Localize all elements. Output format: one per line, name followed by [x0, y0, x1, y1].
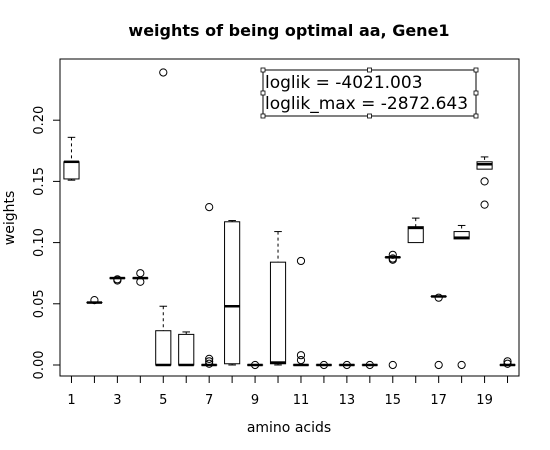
box-8 — [224, 220, 241, 366]
legend-box: loglik = -4021.003 loglik_max = -2872.64… — [260, 67, 479, 119]
outlier-point — [90, 296, 99, 305]
outlier-point — [480, 177, 489, 186]
box-15 — [384, 250, 401, 370]
box-17 — [430, 293, 447, 370]
box-5 — [155, 68, 172, 367]
x-axis: 1 3 5 7 9 11 13 15 17 19 — [67, 375, 509, 408]
outlier-point — [434, 293, 443, 302]
x-tick-label: 17 — [430, 393, 447, 408]
outlier-point — [296, 256, 306, 266]
x-tick-label: 13 — [339, 393, 356, 408]
box-9 — [247, 360, 264, 370]
box-19 — [476, 156, 493, 209]
box-body — [224, 221, 241, 365]
outlier-point — [205, 202, 214, 212]
box-18 — [453, 224, 470, 370]
outlier-point — [503, 357, 512, 366]
outlier-point — [503, 359, 512, 368]
outlier-point — [388, 360, 397, 370]
x-tick-label: 1 — [67, 393, 75, 408]
outlier-point — [250, 360, 260, 370]
y-tick-label: 0.05 — [32, 289, 47, 318]
box-14 — [361, 360, 378, 370]
box-3 — [109, 275, 126, 285]
x-tick-label: 9 — [251, 393, 259, 408]
outlier-point — [296, 355, 306, 365]
box-1 — [63, 136, 80, 181]
legend-handle — [473, 67, 479, 73]
box-20 — [499, 357, 516, 368]
loglik-text: loglik = -4021.003 — [265, 73, 423, 93]
outlier-point — [457, 360, 466, 370]
outlier-point — [434, 360, 443, 370]
legend-frame — [262, 69, 477, 117]
box-11 — [292, 256, 310, 367]
outlier-point — [480, 200, 489, 209]
outlier-point — [319, 360, 329, 370]
y-tick-label: 0.00 — [32, 351, 47, 380]
box-12 — [315, 360, 332, 370]
box-body — [63, 161, 80, 180]
box-4 — [132, 269, 149, 286]
y-axis-label: weights — [2, 191, 18, 246]
legend-handle — [473, 90, 479, 96]
loglik-max-text: loglik_max = -2872.643 — [265, 94, 468, 114]
outlier-point — [136, 277, 145, 286]
legend-handle — [260, 67, 266, 73]
legend-handle — [260, 90, 266, 96]
outlier-point — [342, 360, 351, 370]
box-7 — [201, 202, 218, 368]
x-tick-label: 7 — [205, 393, 213, 408]
box-body — [178, 333, 195, 366]
box-body — [155, 330, 172, 366]
outlier-point — [205, 354, 214, 363]
legend-handle — [367, 113, 372, 119]
box-13 — [338, 360, 355, 370]
box-2 — [86, 296, 103, 305]
legend-handles — [260, 67, 479, 119]
box-16 — [407, 217, 424, 244]
chart-title: weights of being optimal aa, Gene1 — [128, 21, 449, 40]
x-tick-label: 19 — [476, 393, 493, 408]
box-10 — [269, 231, 287, 366]
outlier-point — [388, 250, 397, 259]
outlier-point — [113, 276, 122, 285]
outlier-point — [365, 360, 374, 370]
legend-handle — [260, 113, 266, 119]
box-body — [269, 261, 287, 365]
legend-handle — [473, 113, 479, 119]
outlier-point — [205, 357, 214, 366]
x-tick-label: 15 — [385, 393, 402, 408]
outlier-point — [136, 269, 145, 278]
y-tick-label: 0.15 — [32, 167, 47, 196]
box-6 — [178, 331, 195, 367]
y-tick-label: 0.10 — [32, 228, 47, 257]
x-axis-label: amino acids — [247, 420, 331, 436]
x-tick-label: 5 — [159, 393, 167, 408]
y-axis: 0.00 0.05 0.10 0.15 0.20 — [32, 106, 61, 380]
legend-handle — [367, 67, 372, 73]
x-tick-label: 3 — [113, 393, 121, 408]
outlier-point — [296, 351, 306, 360]
x-tick-label: 11 — [293, 393, 310, 408]
outlier-point — [388, 255, 397, 264]
outlier-point — [159, 68, 168, 77]
boxes-layer — [63, 68, 516, 370]
outlier-point — [205, 359, 214, 368]
y-tick-label: 0.20 — [32, 106, 47, 135]
